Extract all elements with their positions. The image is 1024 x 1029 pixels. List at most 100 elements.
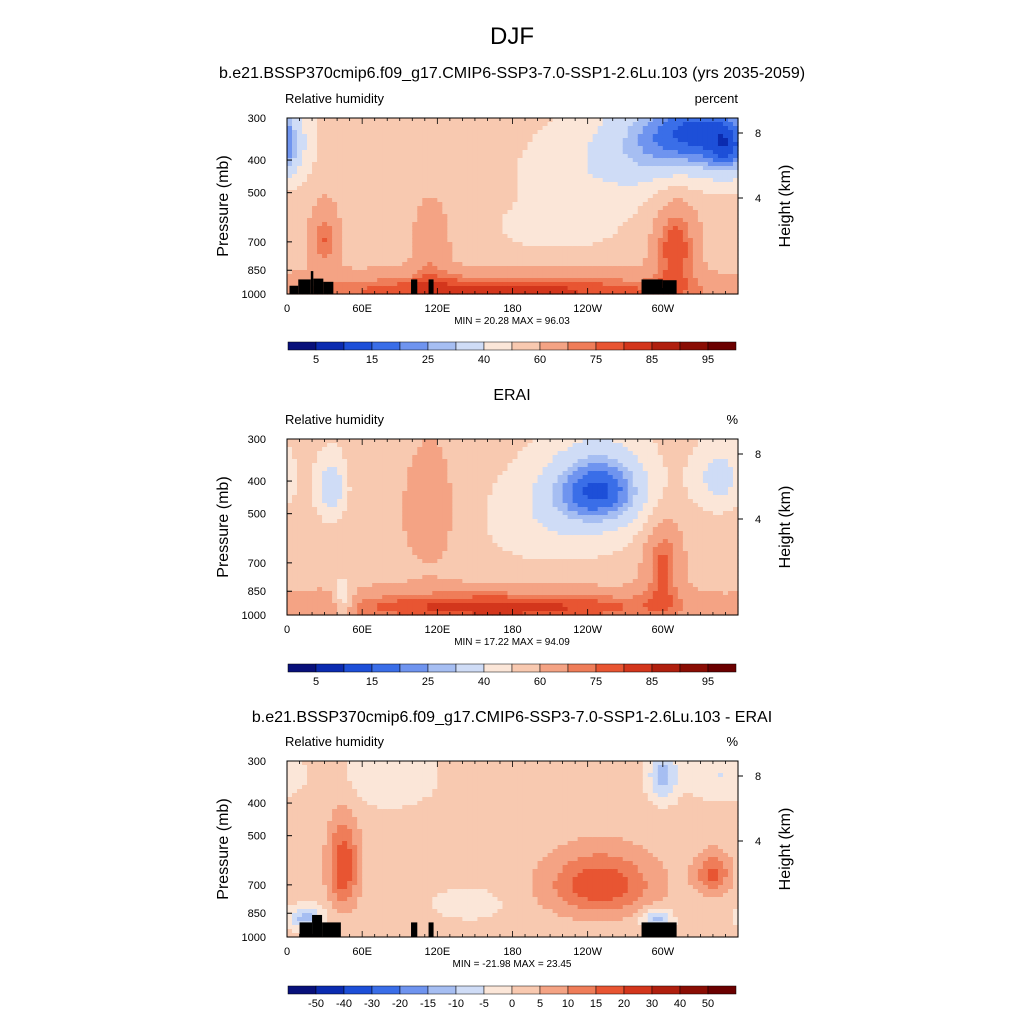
field-cell [297,242,303,247]
field-cell [447,206,453,211]
field-cell [673,238,679,243]
field-cell [492,214,498,219]
field-cell [653,198,659,203]
field-cell [492,170,498,175]
field-cell [573,182,579,187]
field-cell [302,150,308,155]
field-cell [678,154,684,159]
field-cell [678,190,684,195]
field-cell [482,202,488,207]
field-cell [327,443,333,448]
field-cell [613,250,619,255]
field-cell [482,262,488,267]
field-cell [377,531,383,536]
field-cell [623,222,629,227]
field-cell [497,162,503,167]
field-cell [347,599,353,604]
field-cell [287,186,293,191]
field-cell [407,146,413,151]
field-cell [618,206,624,211]
field-cell [693,146,699,151]
field-cell [558,246,564,251]
field-cell [497,234,503,239]
field-cell [538,194,544,199]
field-cell [608,214,614,219]
field-cell [502,238,508,243]
field-cell [327,599,333,604]
field-cell [457,190,463,195]
field-cell [497,250,503,255]
field-cell [342,571,348,576]
field-cell [372,583,378,588]
field-cell [317,539,323,544]
field-cell [462,194,468,199]
field-cell [372,234,378,239]
field-cell [523,218,529,223]
field-cell [668,130,674,135]
field-cell [332,551,338,556]
field-cell [402,198,408,203]
field-cell [497,142,503,147]
field-cell [297,250,303,255]
field-cell [482,270,488,275]
field-cell [688,278,694,283]
field-cell [578,246,584,251]
field-cell [427,130,433,135]
field-cell [583,206,589,211]
field-cell [397,234,403,239]
field-cell [462,122,468,127]
field-cell [477,282,483,287]
field-cell [372,246,378,251]
field-cell [613,242,619,247]
field-cell [357,270,363,275]
field-cell [332,154,338,159]
field-cell [382,559,388,564]
field-cell [452,150,458,155]
field-cell [452,174,458,179]
field-cell [487,226,493,231]
field-cell [523,198,529,203]
field-cell [377,447,383,452]
field-cell [322,258,328,263]
field-cell [613,246,619,251]
field-cell [708,246,714,251]
field-cell [603,214,609,219]
field-cell [342,567,348,572]
field-cell [548,282,554,287]
field-cell [548,134,554,139]
field-cell [422,122,428,127]
field-cell [588,146,594,151]
field-cell [297,531,303,536]
field-cell [548,186,554,191]
field-cell [312,226,318,231]
field-cell [482,198,488,203]
field-cell [563,278,569,283]
field-cell [427,258,433,263]
field-cell [578,154,584,159]
field-cell [307,226,313,231]
field-cell [472,286,478,291]
field-cell [357,599,363,604]
field-cell [357,567,363,572]
field-cell [347,234,353,239]
field-cell [367,118,373,123]
field-cell [452,182,458,187]
field-cell [487,278,493,283]
field-cell [558,146,564,151]
field-cell [538,274,544,279]
field-cell [412,182,418,187]
field-cell [337,503,343,508]
field-cell [302,210,308,215]
field-cell [698,182,704,187]
field-cell [618,142,624,147]
field-cell [317,222,323,227]
field-cell [518,202,524,207]
field-cell [447,170,453,175]
field-cell [337,563,343,568]
field-cell [713,262,719,267]
field-cell [663,250,669,255]
field-cell [683,170,689,175]
field-cell [427,250,433,255]
field-cell [528,222,534,227]
field-cell [297,270,303,275]
